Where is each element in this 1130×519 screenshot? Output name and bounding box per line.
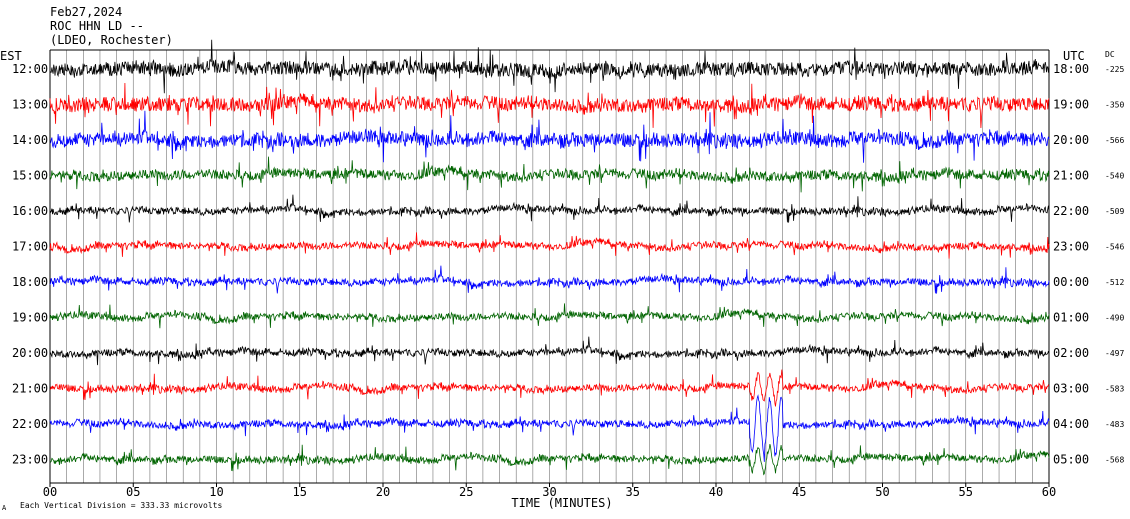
utc-title: UTC — [1063, 49, 1085, 63]
x-tick-label: 15 — [293, 485, 307, 499]
utc-hour-label: 19:00 — [1053, 98, 1089, 112]
dc-offset-label: -583 — [1105, 385, 1124, 394]
x-tick-label: 55 — [959, 485, 973, 499]
est-hour-label: 23:00 — [12, 453, 48, 467]
utc-hour-label: 18:00 — [1053, 62, 1089, 76]
x-tick-label: 35 — [626, 485, 640, 499]
utc-hour-label: 05:00 — [1053, 453, 1089, 467]
utc-hour-label: 21:00 — [1053, 169, 1089, 183]
x-tick-label: 45 — [792, 485, 806, 499]
est-hour-label: 12:00 — [12, 62, 48, 76]
dc-offset-label: -566 — [1105, 136, 1124, 145]
x-tick-label: 60 — [1042, 485, 1056, 499]
dc-offset-label: -546 — [1105, 243, 1124, 252]
trace-row-1500 — [49, 156, 1050, 193]
trace-row-1900 — [49, 303, 1050, 329]
network-label: (LDEO, Rochester) — [50, 33, 173, 47]
trace-row-2000 — [49, 336, 1050, 366]
est-hour-label: 20:00 — [12, 346, 48, 360]
utc-hour-label: 04:00 — [1053, 417, 1089, 431]
dc-offset-label: -512 — [1105, 278, 1124, 287]
trace-row-2200 — [49, 394, 1050, 462]
trace-row-1700 — [49, 232, 1050, 259]
dc-offset-label: -483 — [1105, 420, 1124, 429]
x-tick-label: 05 — [126, 485, 140, 499]
utc-hour-label: 01:00 — [1053, 311, 1089, 325]
trace-row-1400 — [50, 110, 1050, 163]
dc-title: DC — [1105, 50, 1115, 59]
dc-offset-label: -497 — [1105, 349, 1124, 358]
utc-hour-label: 03:00 — [1053, 382, 1089, 396]
x-tick-label: 00 — [43, 485, 57, 499]
x-axis-title: TIME (MINUTES) — [511, 496, 612, 510]
utc-hour-label: 02:00 — [1053, 346, 1089, 360]
station-label: ROC HHN LD -- — [50, 19, 144, 33]
grid-lines — [49, 50, 1050, 483]
footer-mark: A — [2, 504, 7, 512]
dc-offset-label: -568 — [1105, 456, 1124, 465]
utc-hour-label: 00:00 — [1053, 275, 1089, 289]
dc-offset-label: -490 — [1105, 314, 1124, 323]
trace-row-1300 — [49, 82, 1050, 129]
utc-hour-label: 22:00 — [1053, 204, 1089, 218]
x-tick-label: 30 — [542, 485, 556, 499]
trace-row-2300 — [49, 443, 1050, 476]
est-hour-label: 22:00 — [12, 417, 48, 431]
dc-offset-label: -509 — [1105, 207, 1124, 216]
est-hour-label: 17:00 — [12, 240, 48, 254]
utc-hour-label: 23:00 — [1053, 240, 1089, 254]
est-hour-label: 16:00 — [12, 204, 48, 218]
trace-row-1800 — [49, 265, 1050, 294]
x-tick-label: 20 — [376, 485, 390, 499]
utc-hour-label: 20:00 — [1053, 133, 1089, 147]
est-hour-label: 15:00 — [12, 169, 48, 183]
est-hour-label: 13:00 — [12, 98, 48, 112]
footer-note: Each Vertical Division = 333.33 microvol… — [20, 501, 222, 510]
dc-offset-label: -225 — [1105, 65, 1124, 74]
trace-row-2100 — [49, 369, 1050, 407]
date-label: Feb27,2024 — [50, 5, 122, 19]
est-hour-label: 18:00 — [12, 275, 48, 289]
est-hour-label: 19:00 — [12, 311, 48, 325]
dc-offset-label: -540 — [1105, 172, 1124, 181]
est-hour-label: 14:00 — [12, 133, 48, 147]
est-title: EST — [0, 49, 22, 63]
traces — [49, 39, 1050, 476]
trace-row-1200 — [49, 39, 1050, 94]
x-tick-label: 25 — [459, 485, 473, 499]
est-hour-label: 21:00 — [12, 382, 48, 396]
x-tick-label: 10 — [209, 485, 223, 499]
x-tick-label: 50 — [875, 485, 889, 499]
trace-row-1600 — [49, 194, 1050, 223]
dc-offset-label: -350 — [1105, 101, 1124, 110]
x-tick-label: 40 — [709, 485, 723, 499]
